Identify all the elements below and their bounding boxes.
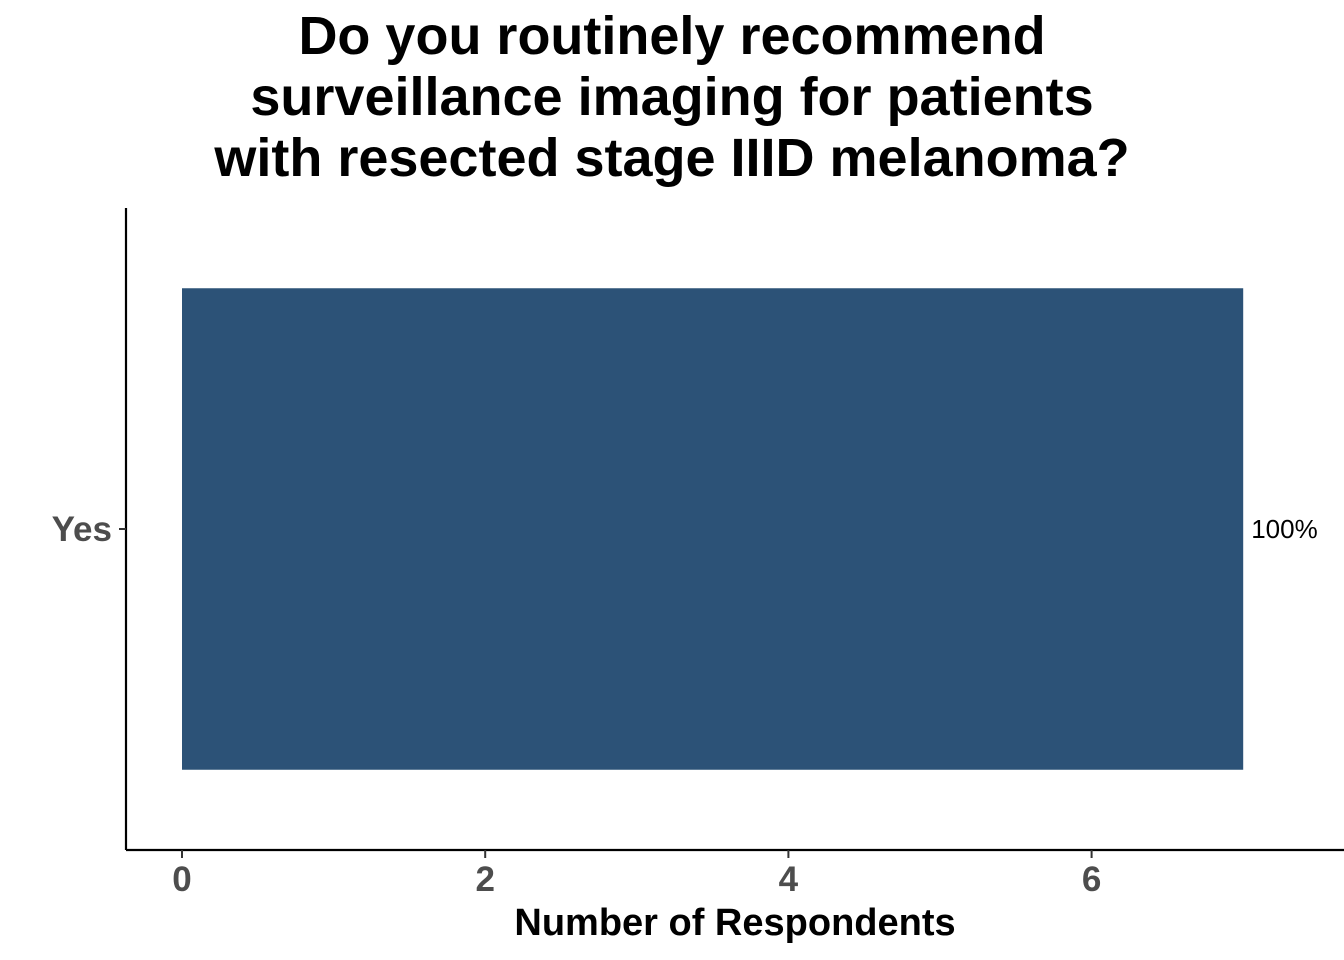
bar-data-label: 100% [1251, 514, 1318, 544]
x-ticks-layer: 0 2 4 6 [172, 850, 1101, 899]
chart-title: Do you routinely recommend surveillance … [214, 6, 1130, 188]
bars-layer: 100% [182, 288, 1318, 770]
y-ticks-layer: Yes [52, 510, 126, 549]
x-tick-label: 4 [779, 860, 799, 899]
x-tick-label: 6 [1082, 860, 1101, 899]
x-axis-title: Number of Respondents [514, 902, 955, 944]
bar [182, 288, 1244, 770]
x-tick-label: 2 [475, 860, 494, 899]
y-tick-label: Yes [52, 510, 112, 549]
x-tick-label: 0 [172, 860, 191, 899]
